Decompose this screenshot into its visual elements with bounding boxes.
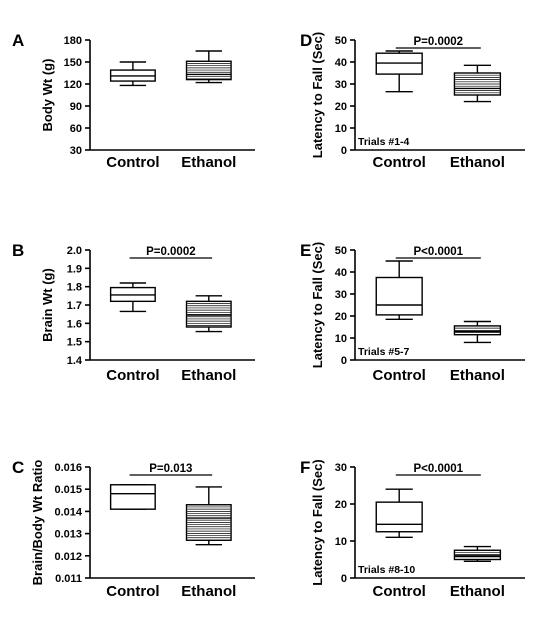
panel-b: B 1.4 1.5 1.6 1.7 1.8 1.9 2.0 Brain Wt (g) Contro… bbox=[12, 241, 255, 384]
category-label: Ethanol bbox=[450, 367, 505, 384]
category-label: Control bbox=[106, 367, 159, 384]
box-ethanol bbox=[185, 50, 232, 84]
y-tick-label: 10 bbox=[335, 333, 347, 345]
iqr-box bbox=[109, 484, 156, 510]
y-tick-label: 10 bbox=[335, 123, 347, 135]
y-axis-label: Latency to Fall (Sec) bbox=[310, 459, 325, 585]
box-control bbox=[109, 484, 156, 510]
y-tick-label: 150 bbox=[64, 57, 82, 69]
y-tick-label: 1.8 bbox=[67, 282, 82, 294]
y-tick-label: 0 bbox=[341, 355, 347, 367]
y-tick-label: 1.9 bbox=[67, 263, 82, 275]
box-control bbox=[109, 61, 156, 87]
trials-annotation: Trials #5-7 bbox=[358, 346, 410, 358]
p-value: P=0.013 bbox=[149, 463, 192, 475]
category-label: Control bbox=[106, 154, 159, 171]
category-label: Ethanol bbox=[181, 367, 236, 384]
p-value: P=0.0002 bbox=[146, 246, 196, 258]
box-control bbox=[109, 282, 156, 313]
y-tick-label: 30 bbox=[335, 79, 347, 91]
y-tick-label: 0 bbox=[341, 573, 347, 585]
y-tick-label: 20 bbox=[335, 499, 347, 511]
box-ethanol bbox=[453, 320, 502, 344]
category-label: Ethanol bbox=[450, 583, 505, 600]
panel-f: F 0 10 20 30 Latency to Fall (Sec) Control Etha… bbox=[300, 458, 525, 600]
p-value: P<0.0001 bbox=[414, 463, 464, 475]
y-axis-label: Brain/Body Wt Ratio bbox=[30, 460, 45, 586]
panel-c: C 0.011 0.012 0.013 0.014 0.015 0.016 Brain/Bod… bbox=[12, 458, 255, 600]
trials-annotation: Trials #1-4 bbox=[358, 136, 410, 148]
panel-letter: F bbox=[300, 458, 310, 477]
y-tick-label: 30 bbox=[70, 145, 82, 157]
panel-letter: C bbox=[12, 458, 24, 477]
category-label: Ethanol bbox=[181, 583, 236, 600]
y-tick-label: 50 bbox=[335, 35, 347, 47]
p-value: P=0.0002 bbox=[414, 36, 464, 48]
y-axis-label: Body Wt (g) bbox=[40, 59, 55, 132]
panel-d: D 0 10 20 30 40 50 Latency to Fall (Sec) Control… bbox=[300, 31, 525, 171]
y-axis-label: Latency to Fall (Sec) bbox=[310, 32, 325, 158]
y-tick-label: 1.6 bbox=[67, 318, 82, 330]
y-tick-label: 120 bbox=[64, 79, 82, 91]
y-axis-label: Latency to Fall (Sec) bbox=[310, 242, 325, 368]
box-ethanol bbox=[453, 64, 502, 103]
trials-annotation: Trials #8-10 bbox=[358, 564, 415, 576]
category-label: Control bbox=[373, 583, 426, 600]
box-control bbox=[375, 260, 423, 320]
y-tick-label: 90 bbox=[70, 101, 82, 113]
y-tick-label: 20 bbox=[335, 311, 347, 323]
category-label: Ethanol bbox=[181, 154, 236, 171]
panel-letter: D bbox=[300, 31, 312, 50]
y-tick-label: 60 bbox=[70, 123, 82, 135]
category-label: Ethanol bbox=[450, 154, 505, 171]
y-tick-label: 50 bbox=[335, 245, 347, 257]
y-tick-label: 10 bbox=[335, 536, 347, 548]
category-label: Control bbox=[106, 583, 159, 600]
box-ethanol bbox=[185, 486, 232, 546]
y-tick-label: 2.0 bbox=[67, 245, 82, 257]
y-tick-label: 40 bbox=[335, 57, 347, 69]
box-ethanol bbox=[453, 545, 502, 563]
box-ethanol bbox=[185, 295, 232, 333]
y-tick-label: 0.012 bbox=[54, 551, 82, 563]
y-tick-label: 30 bbox=[335, 462, 347, 474]
panel-letter: E bbox=[300, 241, 311, 260]
y-tick-label: 30 bbox=[335, 289, 347, 301]
y-tick-label: 1.5 bbox=[67, 337, 82, 349]
y-axis-label: Brain Wt (g) bbox=[40, 268, 55, 342]
box-control bbox=[375, 50, 423, 93]
y-tick-label: 0 bbox=[341, 145, 347, 157]
y-tick-label: 0.015 bbox=[54, 484, 82, 496]
p-value: P<0.0001 bbox=[414, 246, 464, 258]
y-tick-label: 0.013 bbox=[54, 529, 82, 541]
panel-e: E 0 10 20 30 40 50 Latency to Fall (Sec) Control… bbox=[300, 241, 525, 384]
y-tick-label: 1.4 bbox=[67, 355, 83, 367]
y-tick-label: 20 bbox=[335, 101, 347, 113]
category-label: Control bbox=[373, 367, 426, 384]
y-tick-label: 0.014 bbox=[54, 506, 82, 518]
y-tick-label: 0.016 bbox=[54, 462, 82, 474]
box-control bbox=[375, 488, 423, 538]
category-label: Control bbox=[373, 154, 426, 171]
iqr-box bbox=[375, 276, 423, 316]
panel-letter: B bbox=[12, 241, 24, 260]
panel-a: A 30 60 90 120 150 180 Body Wt (g) Control Ethano… bbox=[12, 31, 255, 171]
y-tick-label: 180 bbox=[64, 35, 82, 47]
iqr-box bbox=[375, 501, 423, 533]
y-tick-label: 40 bbox=[335, 267, 347, 279]
y-tick-label: 0.011 bbox=[55, 573, 82, 585]
panel-letter: A bbox=[12, 31, 24, 50]
y-tick-label: 1.7 bbox=[67, 300, 82, 312]
